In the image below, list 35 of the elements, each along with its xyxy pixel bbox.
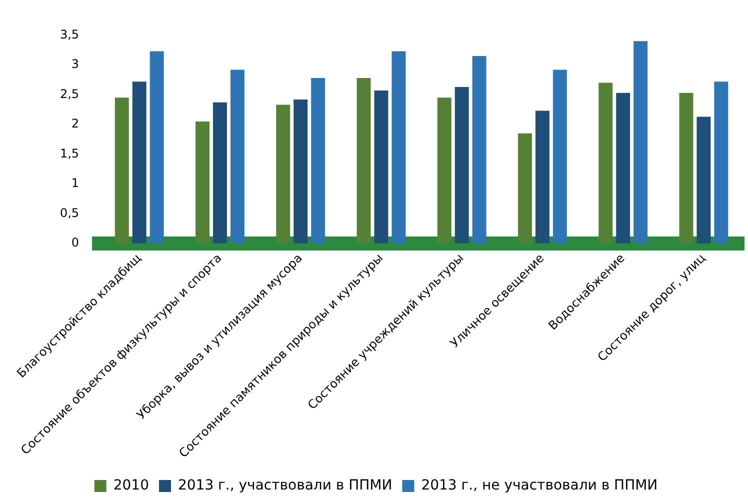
- bar: [132, 82, 146, 244]
- bar: [374, 90, 388, 244]
- bar: [598, 82, 613, 244]
- bar: [294, 99, 308, 244]
- bar: [454, 86, 469, 244]
- y-tick-label: 1,5: [60, 146, 80, 160]
- y-tick-label: 3: [71, 57, 80, 72]
- y-tick-label: 2: [71, 116, 80, 131]
- bar: [696, 116, 711, 244]
- bar: [437, 98, 452, 244]
- bar: [392, 51, 406, 244]
- legend-label: 2013 г., не участвовали в ППМИ: [421, 478, 658, 494]
- bar: [616, 92, 630, 244]
- bar: [230, 70, 244, 244]
- bar: [196, 121, 210, 244]
- bar: [535, 110, 550, 244]
- bar: [356, 78, 371, 244]
- bar: [311, 78, 326, 244]
- y-tick-label: 1: [71, 176, 80, 190]
- legend-label: 2013 г., участвовали в ППМИ: [178, 478, 392, 494]
- y-tick-label: 0,5: [60, 206, 80, 220]
- y-tick-label: 0: [71, 236, 80, 250]
- y-tick-label: 3,5: [60, 27, 80, 42]
- bar: [552, 70, 567, 244]
- bar: [150, 51, 164, 244]
- bar: [472, 56, 486, 244]
- bar: [679, 92, 694, 244]
- bar: [212, 102, 227, 244]
- bar: [714, 82, 728, 244]
- bar: [276, 104, 290, 244]
- y-tick-label: 2,5: [60, 86, 80, 101]
- bar: [518, 133, 532, 244]
- legend-label: 2010: [113, 478, 149, 494]
- bar: [114, 98, 129, 244]
- bar: [634, 41, 648, 244]
